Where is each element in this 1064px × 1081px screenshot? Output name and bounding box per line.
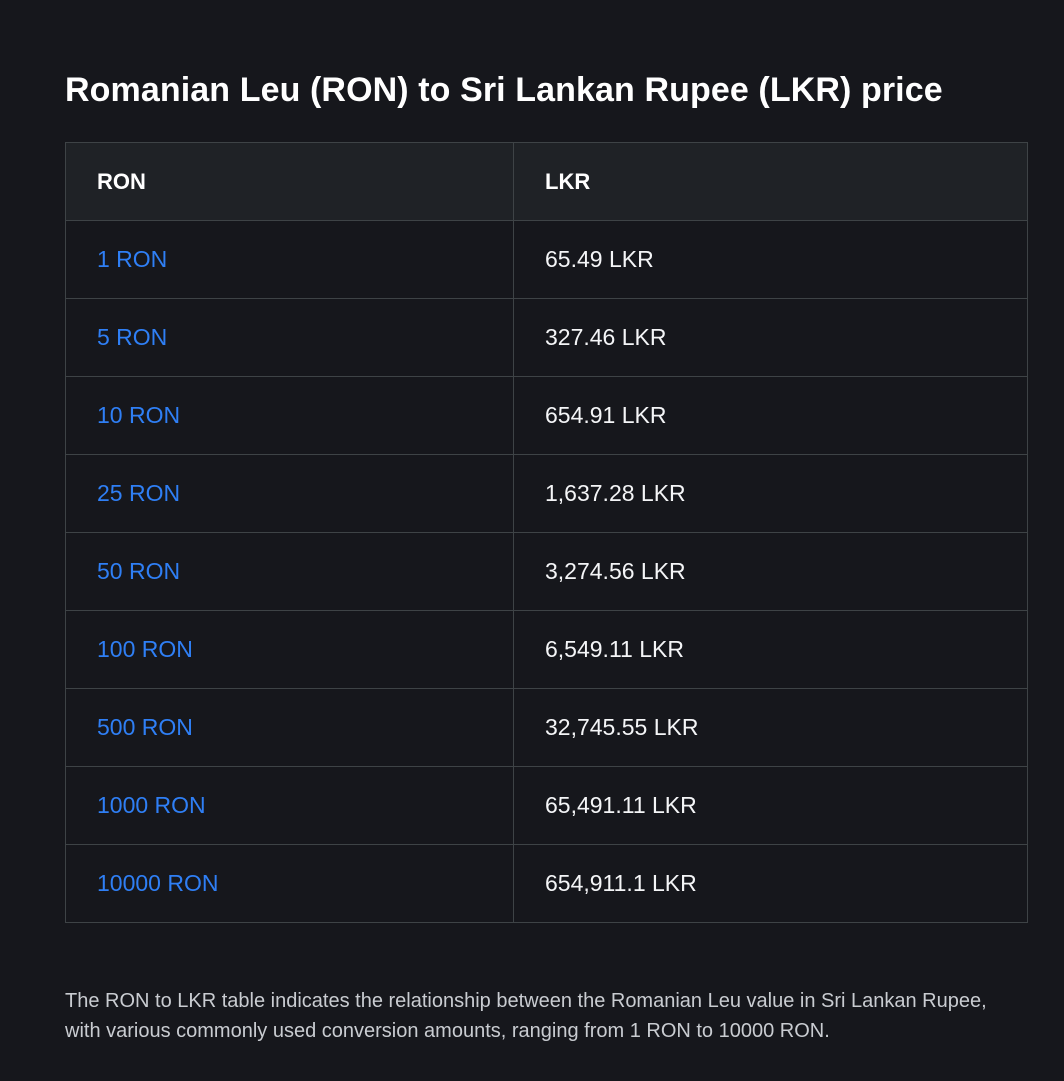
lkr-value: 654,911.1 LKR (545, 870, 697, 896)
lkr-cell: 6,549.11 LKR (513, 610, 1028, 689)
lkr-value: 3,274.56 LKR (545, 558, 686, 584)
lkr-cell: 32,745.55 LKR (513, 688, 1028, 767)
ron-amount-link[interactable]: 500 RON (97, 714, 193, 740)
table-row: 1 RON 65.49 LKR (65, 220, 1028, 299)
ron-amount-link[interactable]: 50 RON (97, 558, 181, 584)
lkr-value: 654.91 LKR (545, 402, 667, 428)
ron-cell: 10 RON (65, 376, 514, 455)
lkr-value: 65.49 LKR (545, 246, 654, 272)
ron-cell: 1000 RON (65, 766, 514, 845)
lkr-cell: 654,911.1 LKR (513, 844, 1028, 923)
table-row: 1000 RON 65,491.11 LKR (65, 766, 1028, 845)
ron-amount-link[interactable]: 10000 RON (97, 870, 219, 896)
ron-cell: 50 RON (65, 532, 514, 611)
table-row: 10 RON 654.91 LKR (65, 376, 1028, 455)
table-header-row: RON LKR (65, 142, 1028, 221)
table-row: 50 RON 3,274.56 LKR (65, 532, 1028, 611)
lkr-value: 65,491.11 LKR (545, 792, 697, 818)
ron-amount-link[interactable]: 25 RON (97, 480, 181, 506)
lkr-value: 327.46 LKR (545, 324, 667, 350)
table-row: 500 RON 32,745.55 LKR (65, 688, 1028, 767)
ron-amount-link[interactable]: 10 RON (97, 402, 181, 428)
page-title: Romanian Leu (RON) to Sri Lankan Rupee (… (65, 71, 943, 109)
lkr-cell: 65,491.11 LKR (513, 766, 1028, 845)
ron-amount-link[interactable]: 1000 RON (97, 792, 206, 818)
table-row: 10000 RON 654,911.1 LKR (65, 844, 1028, 923)
lkr-value: 1,637.28 LKR (545, 480, 686, 506)
lkr-value: 32,745.55 LKR (545, 714, 699, 740)
lkr-cell: 65.49 LKR (513, 220, 1028, 299)
ron-cell: 1 RON (65, 220, 514, 299)
lkr-cell: 3,274.56 LKR (513, 532, 1028, 611)
table-row: 25 RON 1,637.28 LKR (65, 454, 1028, 533)
table-row: 5 RON 327.46 LKR (65, 298, 1028, 377)
ron-cell: 5 RON (65, 298, 514, 377)
table-row: 100 RON 6,549.11 LKR (65, 610, 1028, 689)
ron-cell: 500 RON (65, 688, 514, 767)
ron-cell: 25 RON (65, 454, 514, 533)
lkr-value: 6,549.11 LKR (545, 636, 684, 662)
column-header-ron: RON (65, 142, 514, 221)
ron-cell: 10000 RON (65, 844, 514, 923)
column-header-lkr: LKR (513, 142, 1028, 221)
table-description: The RON to LKR table indicates the relat… (65, 990, 987, 1042)
lkr-cell: 327.46 LKR (513, 298, 1028, 377)
ron-amount-link[interactable]: 5 RON (97, 324, 168, 350)
lkr-cell: 1,637.28 LKR (513, 454, 1028, 533)
conversion-table: RON LKR 1 RON 65.49 LKR 5 RON 327.46 LKR… (65, 142, 1028, 923)
ron-amount-link[interactable]: 100 RON (97, 636, 193, 662)
ron-cell: 100 RON (65, 610, 514, 689)
lkr-cell: 654.91 LKR (513, 376, 1028, 455)
ron-amount-link[interactable]: 1 RON (97, 246, 168, 272)
